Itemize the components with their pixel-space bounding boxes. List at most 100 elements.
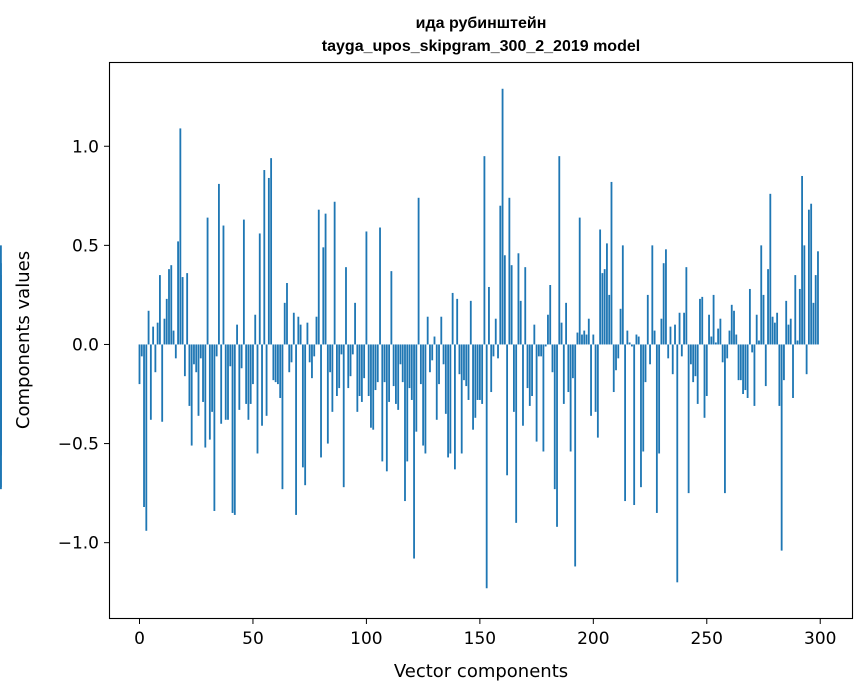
bar xyxy=(812,302,815,345)
bar xyxy=(311,344,313,379)
bar xyxy=(581,334,583,345)
bar xyxy=(542,344,545,452)
bar xyxy=(174,344,177,359)
bar xyxy=(649,344,651,365)
bar xyxy=(213,344,216,511)
bar xyxy=(805,344,808,375)
bar xyxy=(737,344,740,381)
bar xyxy=(703,344,706,418)
bar xyxy=(297,316,300,345)
bar xyxy=(617,344,620,359)
bar xyxy=(183,344,186,377)
bar xyxy=(356,344,359,412)
bar xyxy=(397,344,400,410)
bar xyxy=(149,344,152,420)
bar xyxy=(372,344,375,430)
y-tick-label: −0.5 xyxy=(58,435,99,455)
bar xyxy=(601,273,604,345)
bar xyxy=(229,344,232,367)
bar xyxy=(288,344,291,373)
bar xyxy=(215,344,218,357)
bar xyxy=(590,344,592,416)
bar xyxy=(776,312,779,345)
bar xyxy=(422,344,425,446)
bar xyxy=(558,156,561,345)
bar xyxy=(748,288,751,345)
x-tick-label: 0 xyxy=(134,629,145,649)
bar xyxy=(753,344,756,406)
bar xyxy=(186,273,189,345)
bar xyxy=(156,322,159,345)
bar xyxy=(671,344,674,375)
bar xyxy=(630,344,633,347)
bar xyxy=(329,344,332,373)
bar xyxy=(771,316,774,345)
bar xyxy=(510,265,513,345)
bar xyxy=(308,344,311,363)
bar xyxy=(742,344,744,395)
bar xyxy=(667,344,670,359)
bar xyxy=(524,267,527,345)
bar xyxy=(267,177,270,345)
bar xyxy=(728,330,731,345)
bar xyxy=(796,340,799,345)
chart-title: ида рубинштейн xyxy=(416,15,547,32)
bar xyxy=(292,312,295,345)
bar xyxy=(696,344,699,404)
bar xyxy=(519,300,522,345)
bar xyxy=(817,251,819,345)
x-tick-label: 50 xyxy=(242,629,264,649)
bar xyxy=(190,344,193,446)
bar xyxy=(544,344,547,347)
bar xyxy=(458,344,461,375)
x-axis-label: Vector components xyxy=(394,661,568,682)
plot-frame xyxy=(108,61,854,620)
bar xyxy=(249,344,252,404)
bar xyxy=(535,344,538,442)
bar xyxy=(474,344,477,418)
bar xyxy=(576,332,579,345)
bar xyxy=(320,344,322,458)
bar xyxy=(615,344,617,371)
bar xyxy=(426,316,429,345)
bar xyxy=(497,344,499,359)
bar xyxy=(143,344,145,507)
bar xyxy=(549,285,552,345)
bar xyxy=(621,245,624,345)
bar xyxy=(263,170,266,345)
bar xyxy=(531,344,533,396)
bar xyxy=(451,292,454,345)
bar xyxy=(442,344,445,365)
bar xyxy=(383,344,386,383)
bar xyxy=(594,344,597,412)
bar xyxy=(814,275,817,345)
bar xyxy=(710,336,713,345)
bar xyxy=(0,344,2,488)
bar xyxy=(242,219,245,345)
bar xyxy=(424,344,427,454)
bar xyxy=(540,344,543,357)
bar xyxy=(603,269,606,345)
bar xyxy=(440,316,443,345)
bar xyxy=(195,344,198,373)
bar xyxy=(769,193,772,345)
bar xyxy=(551,344,554,373)
bar xyxy=(256,344,259,454)
bar xyxy=(694,344,697,377)
bar xyxy=(206,217,209,345)
bar xyxy=(730,304,733,345)
y-tick-label: 1.0 xyxy=(72,137,99,157)
bar xyxy=(537,344,540,357)
bar xyxy=(478,344,481,400)
bar xyxy=(587,318,590,345)
bar xyxy=(379,227,381,345)
bar xyxy=(342,344,345,488)
bar xyxy=(193,344,195,365)
bar xyxy=(669,326,672,345)
bar xyxy=(565,302,567,345)
bar xyxy=(431,344,434,361)
bar xyxy=(662,263,665,345)
bar xyxy=(454,344,456,470)
bar xyxy=(785,300,788,345)
